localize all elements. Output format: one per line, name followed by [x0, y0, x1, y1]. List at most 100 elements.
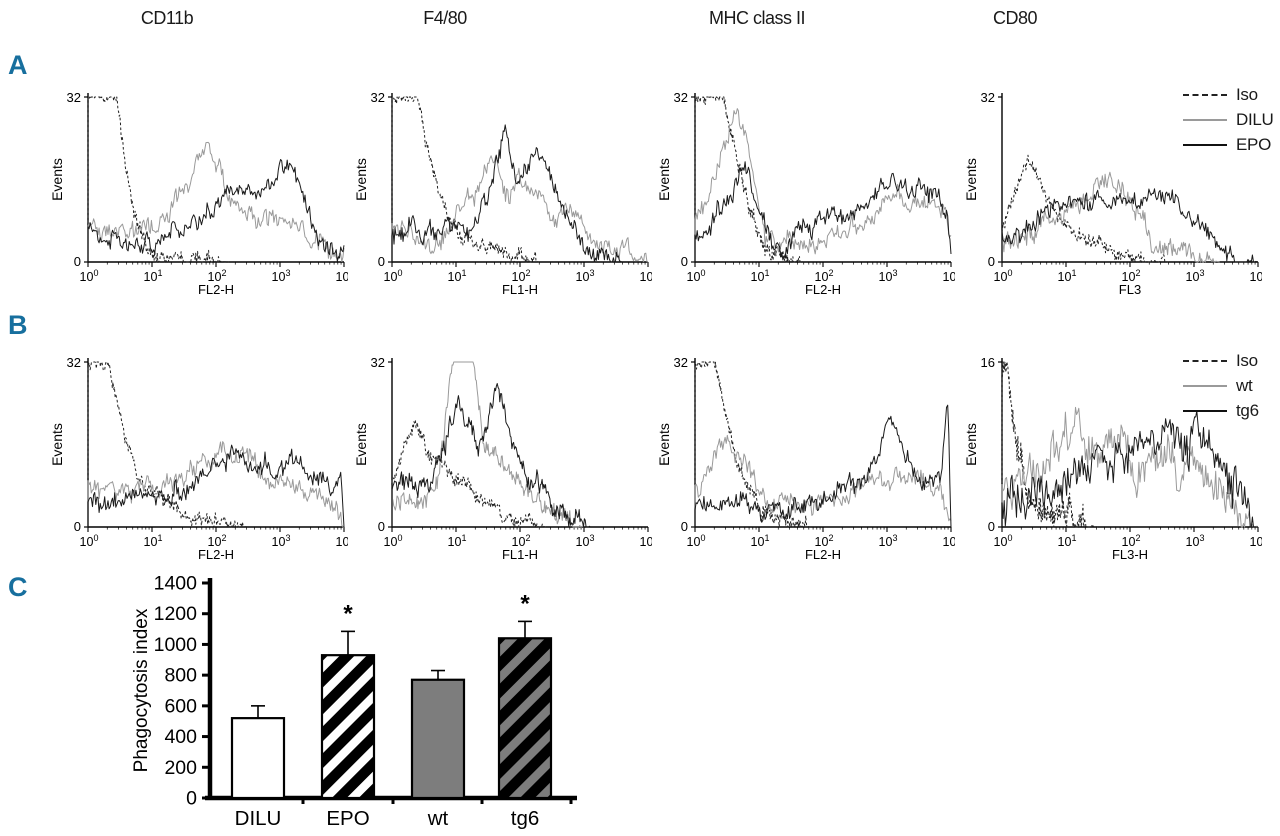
svg-text:800: 800	[164, 665, 197, 687]
svg-text:Events: Events	[656, 158, 672, 201]
svg-text:0: 0	[186, 788, 197, 810]
svg-text:101: 101	[448, 268, 467, 284]
legend-label: EPO	[1236, 135, 1272, 154]
svg-text:101: 101	[751, 533, 770, 549]
svg-text:0: 0	[681, 519, 688, 534]
svg-text:Events: Events	[353, 158, 369, 201]
svg-text:104: 104	[1250, 268, 1262, 284]
svg-text:100: 100	[687, 268, 706, 284]
svg-text:1200: 1200	[154, 603, 198, 625]
svg-text:Phagocytosis index: Phagocytosis index	[131, 608, 152, 772]
legend-item-iso: Iso	[1183, 85, 1274, 104]
svg-text:DILU: DILU	[235, 807, 282, 830]
svg-text:103: 103	[879, 268, 898, 284]
svg-text:104: 104	[943, 268, 955, 284]
black-line-icon	[1183, 144, 1227, 146]
svg-text:104: 104	[1250, 533, 1262, 549]
panel-label-c: C	[8, 572, 28, 602]
svg-text:1400: 1400	[154, 573, 198, 595]
svg-text:wt: wt	[427, 807, 449, 830]
black-line-icon	[1183, 410, 1227, 412]
svg-text:*: *	[343, 600, 353, 627]
legend-panel-a: Iso DILU EPO	[1183, 85, 1274, 154]
svg-text:EPO: EPO	[326, 807, 369, 830]
svg-text:0: 0	[988, 519, 995, 534]
svg-text:101: 101	[751, 268, 770, 284]
svg-text:0: 0	[74, 254, 81, 269]
phagocytosis-bar-chart: 0 200 400 600 800 1000 1200 1400 Phagocytosis in…	[130, 543, 610, 836]
svg-text:FL2-H: FL2-H	[198, 547, 234, 562]
histogram-a-cd80: 320Events100101102103104FL3	[962, 85, 1268, 300]
column-header-cd11b: CD11b	[140, 8, 194, 28]
legend-item-epo: EPO	[1183, 135, 1274, 154]
panel-label-b: B	[8, 310, 28, 340]
svg-text:Events: Events	[963, 423, 979, 466]
svg-text:FL3: FL3	[1119, 282, 1141, 297]
svg-text:1000: 1000	[154, 634, 198, 656]
svg-text:32: 32	[981, 90, 995, 105]
svg-text:0: 0	[378, 519, 385, 534]
legend-label: wt	[1236, 376, 1253, 395]
svg-text:FL1-H: FL1-H	[502, 547, 538, 562]
svg-text:104: 104	[336, 268, 348, 284]
svg-text:0: 0	[378, 254, 385, 269]
svg-text:200: 200	[164, 757, 197, 779]
svg-text:100: 100	[994, 268, 1013, 284]
legend-panel-b: Iso wt tg6	[1183, 351, 1259, 420]
svg-text:101: 101	[144, 268, 163, 284]
svg-text:103: 103	[879, 533, 898, 549]
svg-text:32: 32	[371, 90, 385, 105]
svg-text:FL2-H: FL2-H	[805, 547, 841, 562]
svg-text:100: 100	[687, 533, 706, 549]
legend-item-dilu: DILU	[1183, 110, 1274, 129]
svg-text:103: 103	[1186, 268, 1205, 284]
svg-text:104: 104	[640, 533, 652, 549]
svg-text:FL3-H: FL3-H	[1112, 547, 1148, 562]
svg-text:104: 104	[943, 533, 955, 549]
svg-text:Events: Events	[353, 423, 369, 466]
gray-line-icon	[1183, 385, 1227, 387]
svg-text:100: 100	[80, 533, 99, 549]
svg-text:103: 103	[576, 268, 595, 284]
histogram-b-mhc2: 320Events100101102103104FL2-H	[655, 350, 961, 565]
histogram-a-mhc2: 320Events100101102103104FL2-H	[655, 85, 961, 300]
svg-text:104: 104	[640, 268, 652, 284]
svg-text:103: 103	[272, 268, 291, 284]
svg-text:103: 103	[1186, 533, 1205, 549]
legend-item-iso: Iso	[1183, 351, 1259, 370]
svg-text:Events: Events	[656, 423, 672, 466]
svg-text:0: 0	[74, 519, 81, 534]
svg-text:16: 16	[981, 355, 995, 370]
histogram-b-cd11b: 320Events100101102103104FL2-H	[48, 350, 354, 565]
histogram-b-f480: 320Events100101102103104FL1-H	[352, 350, 658, 565]
svg-text:0: 0	[681, 254, 688, 269]
svg-text:32: 32	[67, 355, 81, 370]
svg-text:Events: Events	[49, 423, 65, 466]
svg-text:100: 100	[80, 268, 99, 284]
legend-item-wt: wt	[1183, 376, 1259, 395]
svg-text:32: 32	[371, 355, 385, 370]
svg-text:Events: Events	[963, 158, 979, 201]
histogram-a-cd11b: 320Events100101102103104FL2-H	[48, 85, 354, 300]
svg-text:Events: Events	[49, 158, 65, 201]
svg-text:tg6: tg6	[511, 807, 540, 830]
legend-label: Iso	[1236, 85, 1258, 104]
legend-item-tg6: tg6	[1183, 401, 1259, 420]
legend-label: DILU	[1236, 110, 1274, 129]
dashed-line-icon	[1183, 94, 1227, 96]
column-header-cd80: CD80	[992, 8, 1038, 28]
svg-text:*: *	[520, 590, 530, 617]
svg-text:FL2-H: FL2-H	[198, 282, 234, 297]
svg-text:100: 100	[994, 533, 1013, 549]
svg-text:100: 100	[384, 268, 403, 284]
svg-text:32: 32	[674, 90, 688, 105]
svg-text:32: 32	[674, 355, 688, 370]
svg-text:0: 0	[988, 254, 995, 269]
legend-label: tg6	[1236, 401, 1259, 420]
svg-text:400: 400	[164, 726, 197, 748]
gray-line-icon	[1183, 119, 1227, 121]
panel-label-a: A	[8, 50, 28, 80]
svg-text:32: 32	[67, 90, 81, 105]
svg-text:101: 101	[1058, 533, 1077, 549]
